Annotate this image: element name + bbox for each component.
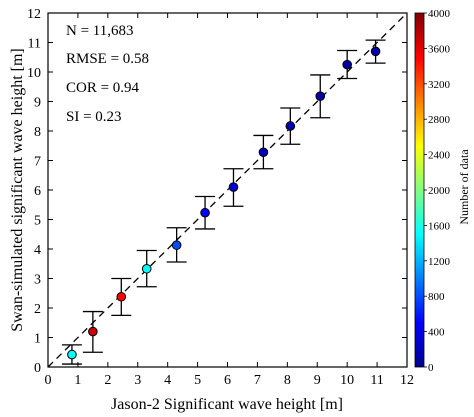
data-point (228, 182, 239, 192)
annotation-cor: COR = 0.94 (66, 80, 140, 96)
x-tick-label: 0 (45, 373, 52, 388)
x-axis-label: Jason-2 Significant wave height [m] (111, 396, 343, 413)
x-tick-label: 5 (194, 373, 201, 388)
y-axis-label: Swan-simulated significant wave height [… (9, 48, 26, 331)
data-point (258, 147, 269, 158)
x-tick-label: 12 (400, 373, 414, 388)
x-tick-label: 2 (104, 373, 111, 388)
y-tick-label: 7 (34, 155, 41, 170)
x-tick-label: 7 (254, 373, 261, 388)
colorbar-tick-label: 1200 (428, 256, 451, 268)
colorbar-tick-label: 4000 (428, 8, 451, 20)
colorbar-tick-label: 400 (428, 327, 445, 339)
y-tick-label: 0 (34, 361, 41, 376)
data-point (141, 263, 152, 274)
data-point (88, 326, 98, 337)
x-tick-label: 11 (370, 373, 383, 388)
y-tick-label: 1 (34, 332, 41, 347)
colorbar-tick-label: 800 (428, 291, 445, 303)
data-point (116, 291, 127, 302)
data-point (67, 349, 77, 360)
y-tick-label: 4 (34, 243, 41, 258)
colorbar-tick-label: 2000 (428, 185, 451, 197)
y-tick-label: 11 (28, 37, 41, 52)
x-tick-label: 4 (164, 373, 171, 388)
y-tick-label: 8 (34, 125, 41, 140)
colorbar-tick-label: 2800 (428, 114, 451, 126)
stats-annotations: N = 11,683 RMSE = 0.58 COR = 0.94 SI = 0… (66, 23, 149, 125)
x-tick-label: 3 (134, 373, 141, 388)
colorbar: 0 400 800 1200 1600 2000 2400 2800 3200 3600 4000 (414, 8, 451, 374)
data-point (200, 207, 210, 218)
data-point (315, 91, 326, 101)
y-tick-label: 10 (27, 66, 41, 81)
x-tick-label: 10 (340, 373, 354, 388)
y-tick-label: 12 (27, 7, 41, 22)
colorbar-label: Number of data (457, 149, 471, 225)
colorbar-tick-label: 2400 (428, 150, 451, 162)
x-tick-label: 1 (74, 373, 81, 388)
x-tick-label: 9 (314, 373, 321, 388)
y-tick-label: 2 (34, 302, 41, 317)
y-tick-label: 3 (34, 273, 41, 288)
x-tick-label: 8 (284, 373, 291, 388)
colorbar-tick-label: 3600 (428, 43, 451, 55)
annotation-n: N = 11,683 (66, 23, 134, 39)
y-tick-label: 6 (34, 184, 41, 199)
colorbar-tick-label: 1600 (428, 220, 451, 232)
y-tick-label: 5 (34, 214, 41, 229)
data-point (171, 240, 182, 250)
colorbar-tick-label: 0 (428, 362, 434, 374)
colorbar-tick-label: 3200 (428, 79, 451, 91)
y-tick-label: 9 (34, 96, 41, 111)
annotation-si: SI = 0.23 (66, 109, 122, 125)
x-tick-label: 6 (224, 373, 231, 388)
data-point-group (67, 46, 381, 360)
data-point (285, 121, 296, 131)
data-point (342, 59, 352, 70)
data-point (370, 46, 381, 57)
colorbar-gradient (414, 12, 425, 368)
annotation-rmse: RMSE = 0.58 (66, 51, 149, 67)
